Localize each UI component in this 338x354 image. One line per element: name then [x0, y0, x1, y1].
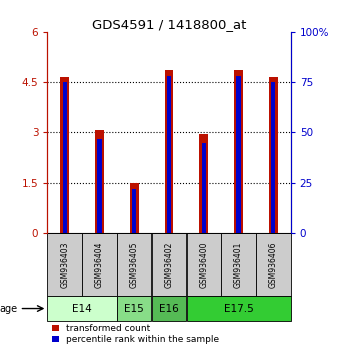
FancyBboxPatch shape	[187, 296, 290, 321]
FancyBboxPatch shape	[117, 296, 151, 321]
Bar	[269, 77, 277, 233]
FancyBboxPatch shape	[82, 233, 117, 296]
Text: E15: E15	[124, 303, 144, 314]
Text: GSM936402: GSM936402	[165, 241, 173, 288]
FancyBboxPatch shape	[48, 296, 117, 321]
Bar	[97, 138, 101, 233]
FancyBboxPatch shape	[256, 233, 290, 296]
Title: GDS4591 / 1418800_at: GDS4591 / 1418800_at	[92, 18, 246, 31]
Bar	[167, 76, 171, 233]
Text: GSM936401: GSM936401	[234, 241, 243, 288]
Bar	[234, 70, 243, 233]
Bar	[237, 76, 241, 233]
Bar	[63, 82, 67, 233]
FancyBboxPatch shape	[48, 233, 82, 296]
FancyBboxPatch shape	[221, 233, 256, 296]
Text: GSM936406: GSM936406	[269, 241, 278, 288]
FancyBboxPatch shape	[152, 296, 186, 321]
FancyBboxPatch shape	[187, 233, 221, 296]
Bar	[202, 143, 206, 233]
FancyBboxPatch shape	[152, 233, 186, 296]
Legend: transformed count, percentile rank within the sample: transformed count, percentile rank withi…	[52, 324, 219, 344]
Text: GSM936403: GSM936403	[60, 241, 69, 288]
Bar	[165, 70, 173, 233]
FancyBboxPatch shape	[117, 233, 151, 296]
Bar	[132, 189, 136, 233]
Text: age: age	[0, 303, 18, 314]
Text: E14: E14	[72, 303, 92, 314]
Bar	[199, 134, 208, 233]
Text: E17.5: E17.5	[224, 303, 254, 314]
Text: GSM936404: GSM936404	[95, 241, 104, 288]
Bar	[95, 130, 104, 233]
Text: GSM936400: GSM936400	[199, 241, 208, 288]
Bar	[271, 82, 275, 233]
Text: GSM936405: GSM936405	[130, 241, 139, 288]
Bar	[130, 183, 139, 233]
Bar	[61, 77, 69, 233]
Text: E16: E16	[159, 303, 179, 314]
